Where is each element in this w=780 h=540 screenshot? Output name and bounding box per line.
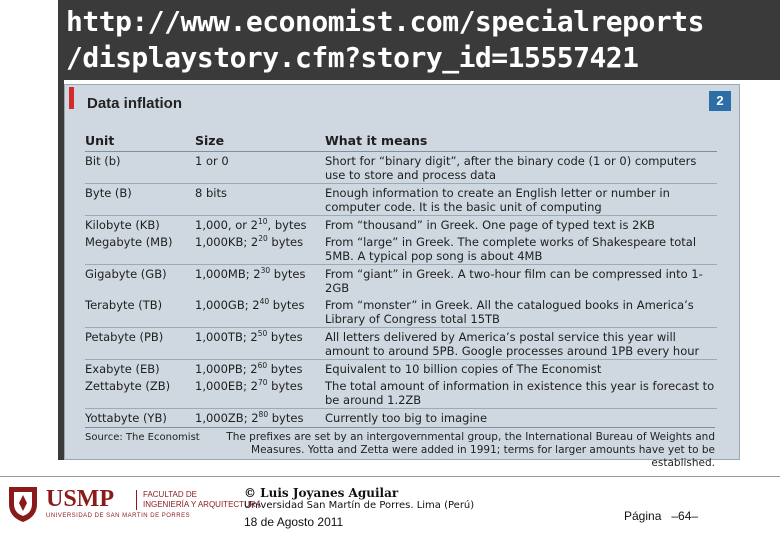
- unit-cell: Terabyte (TB): [85, 298, 163, 312]
- header-meaning: What it means: [325, 129, 717, 152]
- logo-text: USMP: [46, 486, 114, 512]
- table-row: Exabyte (EB) 1,000PB; 260 bytes Equivalent…: [85, 359, 717, 377]
- slide-title-line-2: /displaystory.cfm?story_id=15557421: [66, 41, 639, 74]
- page-number: –64–: [671, 509, 699, 523]
- size-suffix: , bytes: [267, 218, 307, 232]
- figure-source: Source: The Economist: [85, 432, 200, 443]
- size-cell: 1,000, or 210, bytes: [195, 215, 325, 233]
- size-value: 1,000PB; 2: [195, 362, 258, 376]
- size-value: 8 bits: [195, 186, 227, 200]
- table-row: Byte (B) 8 bits Enough information to crea…: [85, 183, 717, 216]
- size-suffix: bytes: [267, 330, 303, 344]
- size-exponent: 60: [257, 361, 268, 371]
- size-value: 1,000, or 2: [195, 218, 258, 232]
- date: 18 de Agosto 2011: [244, 515, 344, 529]
- figure-note: The prefixes are set by an intergovernme…: [226, 431, 715, 469]
- size-exponent: 30: [260, 266, 271, 276]
- crest-icon: [9, 487, 37, 522]
- size-exponent: 50: [257, 329, 268, 339]
- meaning-cell: Short for “binary digit”, after the bina…: [325, 154, 697, 182]
- slide-title-line-1: http://www.economist.com/specialreports: [66, 5, 704, 38]
- table-row: Yottabyte (YB) 1,000ZB; 280 bytes Currentl…: [85, 408, 717, 426]
- figure-number-badge: 2: [709, 91, 731, 111]
- usmp-logo: USMP UNIVERSIDAD DE SAN MARTIN DE PORRES…: [6, 484, 261, 530]
- figure-footer: Source: The Economist The prefixes are s…: [85, 427, 715, 469]
- size-cell: 1,000ZB; 280 bytes: [195, 408, 325, 426]
- size-suffix: bytes: [268, 411, 304, 425]
- footer-divider: [0, 476, 780, 477]
- size-cell: 1,000GB; 240 bytes: [195, 296, 325, 328]
- size-cell: 8 bits: [195, 183, 325, 216]
- size-cell: 1 or 0: [195, 152, 325, 184]
- size-cell: 1,000TB; 250 bytes: [195, 327, 325, 360]
- size-suffix: bytes: [267, 362, 303, 376]
- unit-cell: Petabyte (PB): [85, 327, 195, 360]
- table-row: Petabyte (PB) 1,000TB; 250 bytes All lette…: [85, 327, 717, 360]
- meaning-cell: From “giant” in Greek. A two-hour film c…: [325, 264, 717, 296]
- size-suffix: bytes: [269, 298, 305, 312]
- data-inflation-figure: Data inflation 2 Unit Size What it means…: [64, 84, 740, 469]
- size-cell: 1,000PB; 260 bytes: [195, 359, 325, 377]
- size-suffix: bytes: [270, 267, 306, 281]
- size-cell: 1,000MB; 230 bytes: [195, 264, 325, 296]
- page-label: Página: [624, 509, 662, 523]
- size-exponent: 40: [259, 297, 270, 307]
- unit-cell: Byte (B): [85, 183, 195, 216]
- size-cell: 1,000KB; 220 bytes: [195, 233, 325, 265]
- size-value: 1 or 0: [195, 154, 229, 168]
- table-row: Gigabyte (GB) 1,000MB; 230 bytes From “gia…: [85, 264, 717, 296]
- meaning-cell: All letters delivered by America’s posta…: [325, 327, 717, 360]
- unit-cell: Bit (b): [85, 154, 121, 168]
- faculty-label: FACULTAD DE INGENIERÍA Y ARQUITECTURA: [136, 490, 261, 510]
- meaning-cell: The total amount of information in exist…: [325, 379, 715, 407]
- size-exponent: 80: [258, 410, 269, 420]
- unit-cell: Exabyte (EB): [85, 359, 195, 377]
- unit-cell: Kilobyte (KB): [85, 215, 195, 233]
- meaning-cell: From “monster” in Greek. All the catalog…: [325, 298, 694, 326]
- size-exponent: 20: [258, 234, 268, 244]
- size-value: 1,000KB; 2: [195, 235, 259, 249]
- meaning-cell: From “thousand” in Greek. One page of ty…: [325, 215, 717, 233]
- page-indicator: Página –64–: [624, 509, 698, 523]
- table-row: Terabyte (TB) 1,000GB; 240 bytes From “mon…: [85, 296, 717, 328]
- table-row: Zettabyte (ZB) 1,000EB; 270 bytes The tota…: [85, 377, 717, 409]
- table-row: Bit (b) 1 or 0 Short for “binary digit”, a…: [85, 152, 717, 184]
- size-exponent: 70: [257, 378, 268, 388]
- university-name: Universidad San Martín de Porres. Lima (…: [244, 500, 475, 511]
- meaning-cell: Equivalent to 10 billion copies of The E…: [325, 359, 717, 377]
- size-value: 1,000ZB; 2: [195, 411, 259, 425]
- table-row: Kilobyte (KB) 1,000, or 210, bytes From “t…: [85, 215, 717, 233]
- copyright: © Luis Joyanes Aguilar: [244, 486, 399, 500]
- meaning-cell: Enough information to create an English …: [325, 183, 717, 216]
- table-row: Megabyte (MB) 1,000KB; 220 bytes From “lar…: [85, 233, 717, 265]
- meaning-cell: From “large” in Greek. The complete work…: [325, 235, 697, 263]
- unit-cell: Gigabyte (GB): [85, 264, 195, 296]
- size-suffix: bytes: [267, 379, 303, 393]
- data-inflation-table: Unit Size What it means Bit (b) 1 or 0 Sho…: [85, 129, 717, 426]
- figure-accent-bar: [69, 87, 74, 109]
- unit-cell: Zettabyte (ZB): [85, 379, 171, 393]
- faculty-line-2: INGENIERÍA Y ARQUITECTURA: [143, 500, 261, 509]
- header-size: Size: [195, 129, 325, 152]
- size-value: 1,000MB; 2: [195, 267, 261, 281]
- size-value: 1,000GB; 2: [195, 298, 260, 312]
- unit-cell: Yottabyte (YB): [85, 408, 195, 426]
- figure-title: Data inflation: [87, 95, 183, 112]
- size-exponent: 10: [257, 217, 268, 227]
- slide-title: http://www.economist.com/specialreports …: [58, 0, 780, 80]
- meaning-cell: Currently too big to imagine: [325, 408, 717, 426]
- header-unit: Unit: [85, 129, 195, 152]
- size-suffix: bytes: [267, 235, 304, 249]
- unit-cell: Megabyte (MB): [85, 235, 173, 249]
- logo-subtitle: UNIVERSIDAD DE SAN MARTIN DE PORRES: [46, 513, 191, 519]
- faculty-line-1: FACULTAD DE: [143, 490, 197, 499]
- slide-left-border: [58, 80, 64, 460]
- size-cell: 1,000EB; 270 bytes: [195, 377, 325, 409]
- size-value: 1,000TB; 2: [195, 330, 258, 344]
- size-value: 1,000EB; 2: [195, 379, 258, 393]
